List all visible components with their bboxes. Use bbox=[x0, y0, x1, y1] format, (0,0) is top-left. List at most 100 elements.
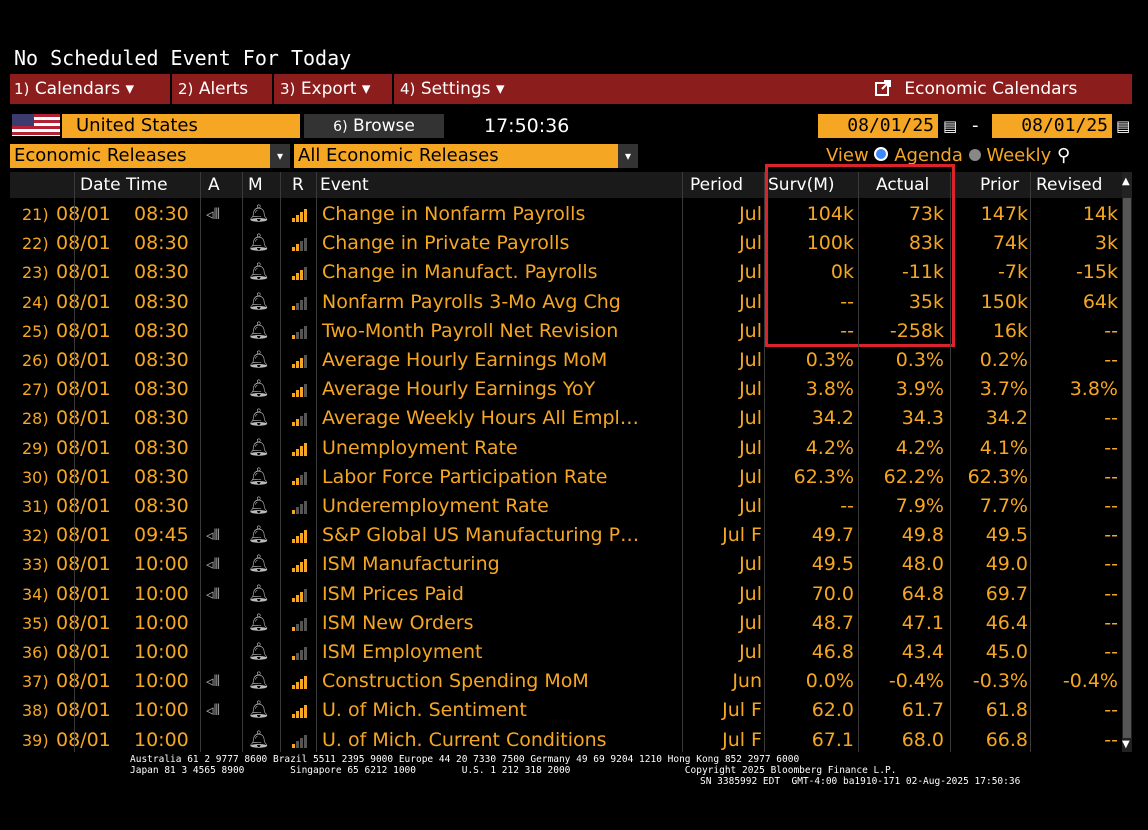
date-to-input[interactable]: 08/01/25 bbox=[992, 114, 1112, 138]
table-row[interactable]: 33) 08/01 10:00 ◃⦀ 🔔︎ ISM Manufacturing Jul 49.… bbox=[10, 550, 1120, 579]
table-row[interactable]: 37) 08/01 10:00 ◃⦀ 🔔︎ Construction Spending M… bbox=[10, 667, 1120, 696]
scrollbar-thumb[interactable] bbox=[1123, 198, 1131, 738]
col-datetime[interactable]: Date Time bbox=[80, 175, 168, 195]
row-number[interactable]: 31) bbox=[22, 497, 49, 516]
row-number[interactable]: 22) bbox=[22, 234, 49, 254]
bell-icon[interactable]: 🔔︎ bbox=[248, 350, 270, 370]
row-number[interactable]: 21) bbox=[22, 205, 49, 224]
row-number[interactable]: 34) bbox=[22, 584, 49, 604]
row-number[interactable]: 26) bbox=[22, 351, 49, 370]
bell-icon[interactable]: 🔔︎ bbox=[248, 729, 270, 750]
col-actual[interactable]: Actual bbox=[876, 175, 930, 195]
table-row[interactable]: 27) 08/01 08:30 🔔︎ Average Hourly Earnings Y… bbox=[10, 375, 1120, 404]
bell-icon[interactable]: 🔔︎ bbox=[248, 233, 270, 254]
row-number[interactable]: 28) bbox=[22, 409, 49, 429]
event-name[interactable]: U. of Mich. Current Conditions bbox=[322, 728, 607, 751]
bell-icon[interactable]: 🔔︎ bbox=[248, 320, 270, 341]
table-row[interactable]: 32) 08/01 09:45 ◃⦀ 🔔︎ S&P Global US Manufactu… bbox=[10, 521, 1120, 550]
col-period[interactable]: Period bbox=[690, 175, 744, 195]
col-r[interactable]: R bbox=[292, 175, 304, 195]
bell-icon[interactable]: 🔔︎ bbox=[248, 379, 270, 400]
bell-icon[interactable]: 🔔︎ bbox=[248, 204, 270, 224]
event-name[interactable]: Average Hourly Earnings MoM bbox=[322, 349, 608, 371]
row-number[interactable]: 35) bbox=[22, 613, 49, 633]
economic-calendars-link[interactable]: Economic Calendars bbox=[875, 74, 1077, 104]
scroll-down-icon[interactable]: ▼ bbox=[1122, 739, 1130, 750]
event-name[interactable]: U. of Mich. Sentiment bbox=[322, 699, 527, 722]
menu-settings[interactable]: 4) Settings ▾ bbox=[400, 74, 505, 104]
bell-icon[interactable]: 🔔︎ bbox=[248, 612, 270, 633]
col-m[interactable]: M bbox=[248, 175, 263, 195]
bell-icon[interactable]: 🔔︎ bbox=[248, 496, 270, 516]
bell-icon[interactable]: 🔔︎ bbox=[248, 466, 270, 487]
table-row[interactable]: 34) 08/01 10:00 ◃⦀ 🔔︎ ISM Prices Paid Jul 70.0 6… bbox=[10, 580, 1120, 609]
bell-icon[interactable]: 🔔︎ bbox=[248, 583, 270, 604]
table-row[interactable]: 22) 08/01 08:30 🔔︎ Change in Private Payroll… bbox=[10, 229, 1120, 258]
date-from-input[interactable]: 08/01/25 bbox=[818, 114, 938, 138]
release-filter-select[interactable]: All Economic Releases bbox=[294, 144, 618, 168]
bell-icon[interactable]: 🔔︎ bbox=[248, 671, 270, 692]
bell-icon[interactable]: 🔔︎ bbox=[248, 525, 270, 546]
table-row[interactable]: 36) 08/01 10:00 🔔︎ ISM Employment Jul 46.8 43.4… bbox=[10, 638, 1120, 667]
event-name[interactable]: Unemployment Rate bbox=[322, 436, 518, 459]
bell-icon[interactable]: 🔔︎ bbox=[248, 642, 270, 662]
col-a[interactable]: A bbox=[208, 175, 220, 195]
view-weekly-option[interactable]: Weekly bbox=[986, 145, 1052, 166]
event-name[interactable]: Labor Force Participation Rate bbox=[322, 465, 608, 488]
event-name[interactable]: Average Weekly Hours All Empl… bbox=[322, 407, 639, 430]
speaker-icon[interactable]: ◃⦀ bbox=[206, 555, 221, 574]
menu-alerts[interactable]: 2) Alerts bbox=[178, 74, 248, 104]
chevron-down-icon[interactable]: ▾ bbox=[270, 144, 290, 168]
row-number[interactable]: 39) bbox=[22, 730, 49, 750]
menu-export[interactable]: 3) Export ▾ bbox=[280, 74, 370, 104]
browse-button[interactable]: 6) Browse bbox=[304, 114, 444, 138]
event-name[interactable]: S&P Global US Manufacturing P… bbox=[322, 524, 640, 547]
table-row[interactable]: 21) 08/01 08:30 ◃⦀ 🔔︎ Change in Nonfarm Payro… bbox=[10, 200, 1120, 229]
event-name[interactable]: ISM Prices Paid bbox=[322, 582, 464, 605]
chevron-down-icon[interactable]: ▾ bbox=[618, 144, 638, 168]
row-number[interactable]: 36) bbox=[22, 643, 49, 662]
table-row[interactable]: 23) 08/01 08:30 🔔︎ Change in Manufact. Payro… bbox=[10, 258, 1120, 287]
calendar-icon[interactable]: ▤ bbox=[1116, 117, 1131, 135]
col-prior[interactable]: Prior bbox=[980, 175, 1020, 195]
row-number[interactable]: 38) bbox=[22, 701, 49, 721]
zoom-search-icon[interactable]: ⚲ bbox=[1057, 145, 1071, 166]
event-name[interactable]: Change in Private Payrolls bbox=[322, 232, 570, 255]
table-row[interactable]: 30) 08/01 08:30 🔔︎ Labor Force Participation… bbox=[10, 463, 1120, 492]
table-row[interactable]: 39) 08/01 10:00 🔔︎ U. of Mich. Current Condi… bbox=[10, 726, 1120, 755]
bell-icon[interactable]: 🔔︎ bbox=[248, 700, 270, 721]
row-number[interactable]: 29) bbox=[22, 438, 49, 458]
speaker-icon[interactable]: ◃⦀ bbox=[206, 701, 221, 720]
table-row[interactable]: 24) 08/01 08:30 🔔︎ Nonfarm Payrolls 3-Mo Avg… bbox=[10, 288, 1120, 317]
release-type-select[interactable]: Economic Releases bbox=[10, 144, 270, 168]
speaker-icon[interactable]: ◃⦀ bbox=[206, 672, 221, 691]
row-number[interactable]: 37) bbox=[22, 672, 49, 692]
event-name[interactable]: Change in Nonfarm Payrolls bbox=[322, 203, 586, 225]
event-name[interactable]: Average Hourly Earnings YoY bbox=[322, 378, 596, 401]
bell-icon[interactable]: 🔔︎ bbox=[248, 554, 270, 575]
row-number[interactable]: 30) bbox=[22, 467, 49, 487]
radio-selected-icon[interactable] bbox=[874, 147, 889, 161]
table-row[interactable]: 35) 08/01 10:00 🔔︎ ISM New Orders Jul 48.7 47.1… bbox=[10, 609, 1120, 638]
event-name[interactable]: Change in Manufact. Payrolls bbox=[322, 261, 598, 284]
bell-icon[interactable]: 🔔︎ bbox=[248, 408, 270, 429]
row-number[interactable]: 27) bbox=[22, 380, 49, 400]
speaker-icon[interactable]: ◃⦀ bbox=[206, 584, 221, 603]
bell-icon[interactable]: 🔔︎ bbox=[248, 262, 270, 283]
table-row[interactable]: 25) 08/01 08:30 🔔︎ Two-Month Payroll Net Rev… bbox=[10, 317, 1120, 346]
col-event[interactable]: Event bbox=[320, 175, 369, 195]
table-row[interactable]: 28) 08/01 08:30 🔔︎ Average Weekly Hours All … bbox=[10, 404, 1120, 433]
country-field[interactable]: United States bbox=[62, 114, 300, 138]
col-revised[interactable]: Revised bbox=[1036, 175, 1103, 195]
row-number[interactable]: 24) bbox=[22, 292, 49, 312]
menu-calendars[interactable]: 1) Calendars ▾ bbox=[14, 74, 134, 104]
view-agenda-option[interactable]: Agenda bbox=[894, 145, 963, 166]
bell-icon[interactable]: 🔔︎ bbox=[248, 437, 270, 458]
speaker-icon[interactable]: ◃⦀ bbox=[206, 205, 221, 223]
col-surv[interactable]: Surv(M) bbox=[768, 175, 835, 195]
event-name[interactable]: ISM New Orders bbox=[322, 611, 474, 634]
row-number[interactable]: 32) bbox=[22, 526, 49, 546]
table-row[interactable]: 31) 08/01 08:30 🔔︎ Underemployment Rate Jul --… bbox=[10, 492, 1120, 521]
row-number[interactable]: 23) bbox=[22, 263, 49, 283]
event-name[interactable]: Underemployment Rate bbox=[322, 495, 549, 517]
